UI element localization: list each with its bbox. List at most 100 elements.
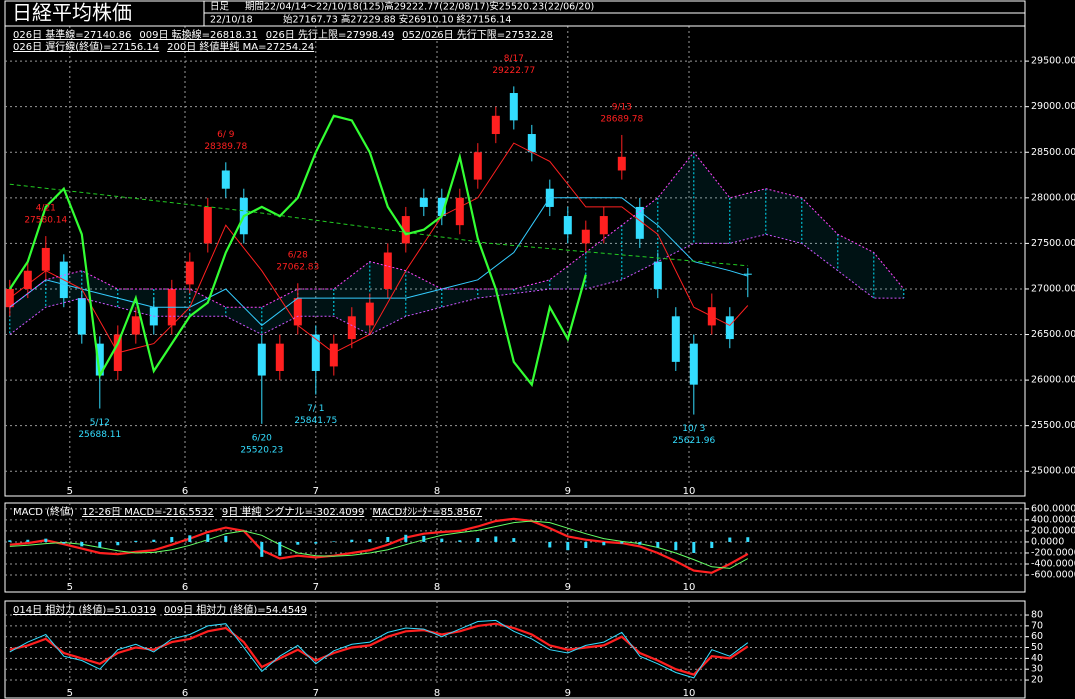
y-tick-label: -600.0000 [1031,570,1075,581]
candle-body [293,298,302,326]
y-tick-label: 27500.00 [1031,238,1075,249]
candle-body [95,343,104,376]
header-text: 期間22/04/14～22/10/18(125)高29222.77(22/08/… [245,1,594,13]
x-tick-label: 9 [565,582,571,593]
oscillator-bar [116,541,120,546]
x-tick-label: 7 [313,582,319,593]
candle-body [635,206,644,239]
candle-body [347,316,356,340]
oscillator-bar [548,541,552,548]
y-tick-label: 29500.00 [1031,56,1075,67]
y-tick-label: 25500.00 [1031,420,1075,431]
y-tick-label: 27000.00 [1031,283,1075,294]
oscillator-bar [188,535,192,542]
series-line [9,183,748,267]
annotation-date: 8/17 [504,54,524,64]
legend-entry: 9日 単純 シグナル=-302.4099 [222,505,364,518]
candle-body [77,298,86,335]
series-line [9,151,905,308]
oscillator-bar [152,539,156,542]
y-tick-label: 28500.00 [1031,147,1075,158]
legend-entry: MACDｵｼﾚｰﾀｰ=85.8567 [372,506,482,518]
y-tick-label: 400.0000 [1031,514,1075,525]
candle-body [509,93,518,121]
x-tick-label: 7 [313,486,319,497]
oscillator-bar [350,539,354,542]
y-tick-label: 600.0000 [1031,503,1075,514]
legend-entry: 026日 基準線=27140.86 [13,28,131,41]
x-tick-label: 10 [683,486,696,497]
candle-body [455,197,464,226]
y-tick-label: 200.0000 [1031,525,1075,536]
oscillator-bar [404,534,408,542]
oscillator-bar [134,540,138,542]
candle-body [491,115,500,135]
annotation-date: 7/ 1 [307,404,324,414]
oscillator-bar [368,539,372,542]
oscillator-bar [98,541,102,548]
oscillator-bar [8,540,12,542]
annotation-date: 4/21 [36,204,56,214]
oscillator-bar [44,538,48,542]
candle-body [671,316,680,362]
y-tick-label: 25000.00 [1031,466,1075,477]
oscillator-bar [566,541,570,551]
y-tick-label: 50 [1031,642,1043,653]
annotation-value: 27580.14 [24,216,67,226]
oscillator-bar [260,541,264,557]
oscillator-bar [710,541,714,549]
candle-body [365,302,374,326]
y-tick-label: 30 [1031,664,1043,675]
legend-entry: 026日 先行上限=27998.49 [266,28,394,41]
oscillator-bar [386,536,390,542]
legend-entry: 026日 遅行線(終値)=27156.14 [13,40,159,53]
y-tick-label: 28000.00 [1031,192,1075,203]
header-row [203,12,1026,27]
annotation-date: 6/ 9 [217,130,235,140]
oscillator-bar [476,538,480,542]
series-line [9,622,749,676]
candle-body [725,316,734,340]
legend-entry: 009日 転換線=26818.31 [139,28,257,41]
oscillator-bar [26,539,30,542]
candle-body [653,261,662,289]
annotation-date: 6/28 [288,251,308,261]
legend-entry: 12-26日 MACD=-216.5532 [82,507,214,518]
candle-body [23,270,32,289]
oscillator-bar [584,541,588,549]
oscillator-bar [620,541,624,544]
y-tick-label: 0.0000 [1031,536,1064,547]
oscillator-bar [62,541,66,544]
candle-body [401,216,410,244]
legend-entry: 009日 相対力 (終値)=54.4549 [164,603,307,616]
candle-body [203,206,212,244]
annotation-value: 27062.83 [276,263,319,273]
legend-entry: 014日 相対力 (終値)=51.0319 [13,603,156,616]
candle-body [617,156,626,171]
y-tick-label: -400.0000 [1031,559,1075,570]
x-tick-label: 8 [434,688,440,699]
annotation-value: 25688.11 [78,430,121,440]
header-text: 日足 [210,2,230,13]
x-tick-label: 5 [67,688,73,699]
x-tick-label: 9 [565,486,571,497]
oscillator-bar [602,541,606,546]
x-tick-label: 5 [67,582,73,593]
annotation-value: 25841.75 [294,416,337,426]
y-tick-label: -200.0000 [1031,547,1075,558]
series-line [8,114,587,388]
oscillator-bar [494,536,498,542]
oscillator-bar [224,535,228,542]
candle-body [563,216,572,235]
candle-body [257,343,266,376]
candle-body [437,197,446,217]
x-tick-label: 8 [434,486,440,497]
oscillator-bar [80,541,84,547]
oscillator-bar [206,534,210,542]
candle-body [131,316,140,335]
legend-entry: 052/026日 先行下限=27532.28 [402,28,553,41]
series-line [9,233,904,336]
y-tick-label: 80 [1031,610,1043,621]
panel-title: MACD (終値) [13,505,74,518]
y-tick-label: 40 [1031,653,1043,664]
